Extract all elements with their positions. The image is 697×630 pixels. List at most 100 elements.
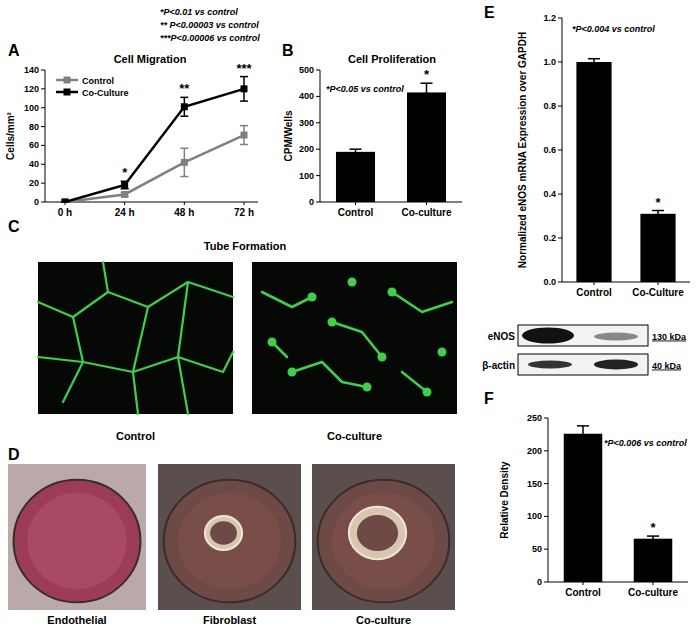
gel-center xyxy=(357,515,398,551)
blot-band xyxy=(528,361,572,369)
y-axis-label: CPM/Wells xyxy=(283,110,294,161)
error-bar xyxy=(582,426,584,442)
blot-size: 40 kDa xyxy=(652,361,682,371)
cell-cluster xyxy=(363,383,372,392)
error-cap xyxy=(240,100,248,102)
error-bar xyxy=(426,83,428,101)
marker xyxy=(62,199,69,204)
tube xyxy=(178,352,233,372)
series-line xyxy=(65,89,244,202)
y-tick xyxy=(544,450,548,451)
panel-label: A xyxy=(8,42,20,59)
photo-bg xyxy=(158,464,301,610)
y-tick-label: 80 xyxy=(29,122,39,132)
panel-label: B xyxy=(282,42,294,59)
y-tick xyxy=(544,483,548,484)
medium xyxy=(27,493,126,589)
y-tick-label: 0.2 xyxy=(543,233,556,243)
chart-title: Cell Migration xyxy=(114,53,187,65)
annotation: *P<0.05 vs control xyxy=(326,84,404,94)
y-tick-label: 1.2 xyxy=(543,13,556,23)
y-axis xyxy=(320,70,321,202)
blot-band xyxy=(522,328,574,344)
panel-c: CTube FormationControlCo-culture xyxy=(8,218,457,442)
y-axis-label: Cells/mm² xyxy=(5,111,16,159)
error-cap xyxy=(647,535,659,537)
y-tick xyxy=(544,582,548,583)
y-axis xyxy=(45,70,46,202)
y-tick xyxy=(316,149,320,150)
y-tick xyxy=(558,18,562,19)
error-cap xyxy=(421,82,433,84)
cell-cluster xyxy=(438,348,447,357)
y-tick xyxy=(558,194,562,195)
y-tick xyxy=(316,70,320,71)
x-tick xyxy=(583,582,584,585)
error-cap xyxy=(588,58,600,60)
panel-title: Tube Formation xyxy=(204,240,287,252)
blot-frame xyxy=(518,325,648,346)
y-tick-label: 0.0 xyxy=(543,277,556,287)
well xyxy=(318,480,450,603)
error-cap xyxy=(652,210,664,212)
error-bar xyxy=(652,536,654,541)
error-cap xyxy=(240,144,248,146)
y-tick xyxy=(558,106,562,107)
y-tick xyxy=(544,418,548,419)
well-photo xyxy=(312,464,455,610)
y-tick xyxy=(316,96,320,97)
panel-label: F xyxy=(484,390,494,407)
y-tick-label: 150 xyxy=(527,479,542,489)
cell-cluster xyxy=(388,288,397,297)
tube xyxy=(103,262,108,292)
gel-ring xyxy=(349,507,406,560)
chart-b: BCell ProliferationCPM/Wells*P<0.05 vs c… xyxy=(282,42,462,218)
error-bar xyxy=(355,149,357,154)
bar xyxy=(634,539,673,582)
image-label: Fibroblast xyxy=(203,614,257,626)
y-tick-label: 0.4 xyxy=(543,189,556,199)
y-tick xyxy=(41,164,45,165)
error-cap xyxy=(180,97,188,99)
marker xyxy=(121,191,128,198)
y-tick xyxy=(558,238,562,239)
image-label: Co-culture xyxy=(356,614,411,626)
cell-cluster xyxy=(378,353,387,362)
x-tick xyxy=(244,202,245,205)
x-tick xyxy=(124,202,125,205)
significance: ** xyxy=(179,81,190,96)
blot-strip xyxy=(518,354,648,375)
microscopy-image xyxy=(252,262,457,414)
y-tick-label: 0 xyxy=(34,197,39,207)
blot-frame xyxy=(518,354,648,375)
tube xyxy=(402,372,427,392)
y-tick xyxy=(544,516,548,517)
y-tick xyxy=(558,282,562,283)
chart-f: FRelative Density*P<0.006 vs control0501… xyxy=(482,325,688,598)
gel-ring xyxy=(205,516,242,550)
x-tick xyxy=(653,582,654,585)
panel-label: C xyxy=(8,218,20,235)
chart-a: ACell MigrationCells/mm²*P<0.01 vs contr… xyxy=(5,7,260,218)
tube xyxy=(292,362,367,387)
blot-strip xyxy=(518,325,648,346)
tube xyxy=(178,357,188,414)
y-tick xyxy=(41,88,45,89)
tube xyxy=(133,372,138,414)
y-tick-label: 0.8 xyxy=(543,101,556,111)
error-bar xyxy=(593,59,595,66)
tube xyxy=(262,292,312,307)
legend-label: Control xyxy=(82,76,114,86)
marks xyxy=(61,77,248,203)
significance: * xyxy=(655,195,661,210)
y-tick-label: 1.0 xyxy=(543,57,556,67)
y-tick-label: 100 xyxy=(299,171,314,181)
x-tick-label: 24 h xyxy=(115,207,135,218)
error-cap xyxy=(240,76,248,78)
image-bg xyxy=(252,262,457,414)
bar xyxy=(564,434,603,582)
chart-e: ENormalized eNOS mRNA Expression over GA… xyxy=(484,4,690,298)
error-cap xyxy=(350,148,362,150)
y-tick xyxy=(316,122,320,123)
tube xyxy=(38,357,83,362)
